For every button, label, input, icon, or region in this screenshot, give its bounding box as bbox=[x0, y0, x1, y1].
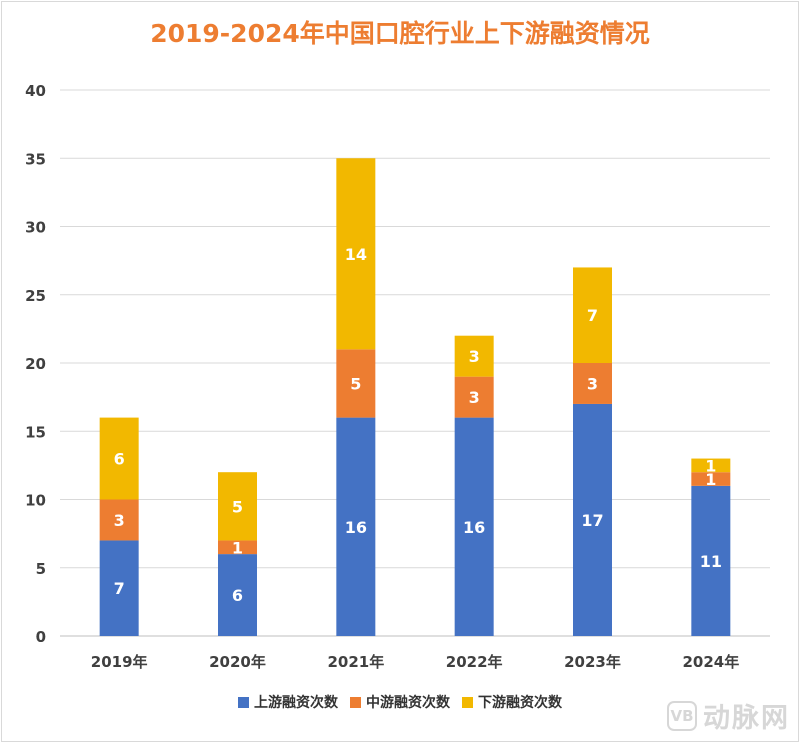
x-tick-label: 2023年 bbox=[564, 653, 621, 671]
bar-segment bbox=[691, 485, 731, 636]
y-tick-label: 25 bbox=[25, 287, 46, 305]
legend-swatch bbox=[350, 696, 361, 708]
bar-segment bbox=[691, 458, 731, 473]
bar-segment bbox=[99, 499, 139, 541]
bar-segment bbox=[218, 472, 257, 541]
data-label: 3 bbox=[469, 347, 480, 366]
data-label: 3 bbox=[469, 388, 480, 407]
legend-item: 上游融资次数 bbox=[238, 692, 338, 712]
data-label: 3 bbox=[587, 374, 598, 393]
watermark-logo-icon: VB bbox=[667, 700, 697, 731]
x-tick-label: 2021年 bbox=[327, 653, 384, 671]
y-tick-label: 35 bbox=[25, 150, 46, 168]
data-label: 6 bbox=[232, 586, 243, 605]
data-label: 14 bbox=[345, 245, 367, 264]
y-tick-label: 20 bbox=[25, 355, 46, 373]
legend-swatch bbox=[462, 696, 473, 708]
data-label: 5 bbox=[350, 374, 361, 393]
legend-swatch bbox=[238, 696, 249, 708]
x-tick-label: 2019年 bbox=[91, 653, 148, 671]
chart-title: 2019-2024年中国口腔行业上下游融资情况 bbox=[150, 19, 650, 48]
y-tick-label: 10 bbox=[25, 492, 46, 510]
data-label: 6 bbox=[114, 450, 125, 469]
y-tick-label: 40 bbox=[25, 82, 46, 100]
watermark-text: 动脉网 bbox=[703, 703, 790, 734]
bar-segment bbox=[691, 472, 731, 486]
data-label: 7 bbox=[587, 306, 598, 325]
y-tick-label: 15 bbox=[25, 423, 46, 441]
x-tick-label: 2024年 bbox=[682, 653, 739, 671]
data-label: 1 bbox=[705, 470, 716, 489]
legend-label: 下游融资次数 bbox=[478, 695, 562, 711]
bar-segment bbox=[336, 417, 376, 636]
data-label: 1 bbox=[232, 538, 243, 557]
y-tick-label: 5 bbox=[36, 560, 46, 578]
bar-segment bbox=[336, 158, 376, 350]
bar-segment bbox=[573, 267, 612, 363]
legend-label: 中游融资次数 bbox=[366, 695, 450, 711]
x-tick-label: 2022年 bbox=[446, 653, 503, 671]
legend-item: 下游融资次数 bbox=[462, 692, 562, 712]
bar-segment bbox=[454, 417, 494, 636]
bar-segment bbox=[99, 540, 139, 636]
bar-segment bbox=[218, 540, 257, 555]
bar-segment bbox=[99, 417, 139, 500]
data-label: 17 bbox=[581, 511, 603, 530]
legend-label: 上游融资次数 bbox=[254, 695, 338, 711]
bar-segment bbox=[454, 335, 494, 377]
chart-legend: 上游融资次数 中游融资次数 下游融资次数 bbox=[0, 692, 800, 712]
data-label: 16 bbox=[463, 518, 485, 537]
data-label: 16 bbox=[345, 518, 367, 537]
bar-segment bbox=[218, 554, 257, 636]
data-label: 11 bbox=[700, 552, 722, 571]
data-label: 5 bbox=[232, 497, 243, 516]
bar-segment bbox=[573, 363, 612, 404]
data-label: 7 bbox=[114, 579, 125, 598]
y-tick-label: 30 bbox=[25, 219, 46, 237]
data-label: 1 bbox=[705, 456, 716, 475]
y-tick-label: 0 bbox=[36, 628, 46, 646]
x-tick-label: 2020年 bbox=[209, 653, 266, 671]
bar-segment bbox=[336, 349, 376, 418]
legend-item: 中游融资次数 bbox=[350, 692, 450, 712]
bar-segment bbox=[573, 403, 612, 636]
watermark: VB 动脉网 bbox=[667, 696, 790, 735]
bar-segment bbox=[454, 376, 494, 418]
data-label: 3 bbox=[114, 511, 125, 530]
